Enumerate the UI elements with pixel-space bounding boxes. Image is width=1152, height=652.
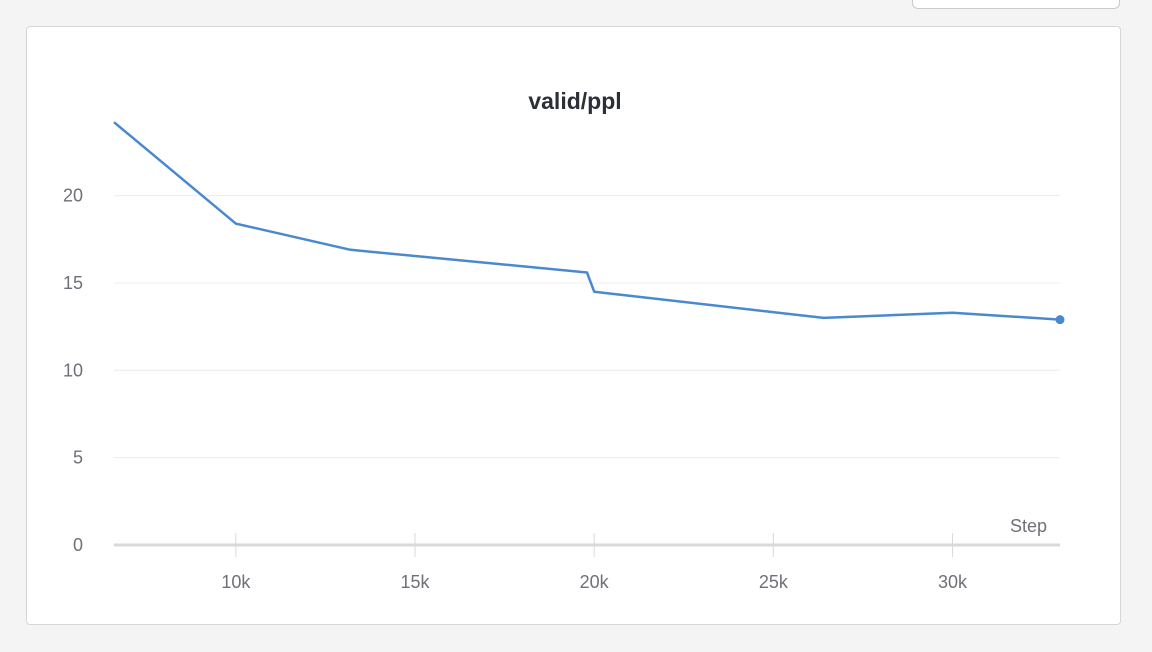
chart-svg: valid/ppl 10k 15k 20k 25k 30k 0 5 10 15 20 Step <box>63 88 1065 592</box>
series-end-point <box>1055 315 1065 325</box>
y-tick-label: 10 <box>63 360 83 380</box>
y-tick-label: 5 <box>73 448 83 468</box>
x-tick-label: 10k <box>221 572 251 592</box>
top-control-box[interactable] <box>912 0 1120 9</box>
x-tick-label: 15k <box>400 572 430 592</box>
series-line <box>113 121 1061 321</box>
x-tick-label: 30k <box>938 572 968 592</box>
y-tick-label: 0 <box>73 535 83 555</box>
y-tick-label: 15 <box>63 273 83 293</box>
chart-title: valid/ppl <box>528 88 621 114</box>
x-axis-title: Step <box>1010 516 1047 536</box>
series-group <box>113 121 1065 325</box>
x-tick-label: 20k <box>580 572 610 592</box>
grid-lines <box>114 195 1060 459</box>
x-tick-label: 25k <box>759 572 789 592</box>
y-axis-ticks: 0 5 10 15 20 <box>63 186 83 555</box>
x-axis: 10k 15k 20k 25k 30k <box>114 533 1060 592</box>
chart-panel: valid/ppl 10k 15k 20k 25k 30k 0 5 10 15 20 Step <box>26 26 1121 625</box>
y-tick-label: 20 <box>63 186 83 206</box>
